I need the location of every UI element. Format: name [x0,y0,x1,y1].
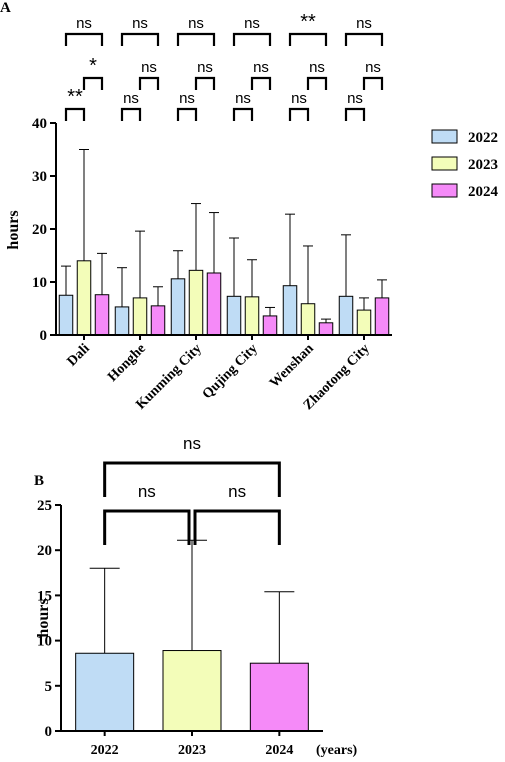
sig-qujing-city-2022-2023-label: ns [235,90,251,107]
panel-b-bar-2022 [75,652,135,732]
bar-2024-wenshan [318,322,334,336]
sig-wenshan-2023-2024-bracket [306,76,328,90]
panel-a-x-tick-label: Dali [65,341,93,369]
panel-b-x-tick-label: 2024 [265,743,293,758]
legend-label-2022: 2022 [468,130,498,146]
panel-a-y-tick-label: 40 [32,116,47,132]
panel-b-bar-2023 [162,650,222,732]
sig-kunming-city-2022-2024-bracket [176,32,216,46]
sig-zhaotong-city-2022-2024-bracket [344,32,384,46]
panel-a-y-tick-label: 10 [32,275,47,291]
sig-kunming-city-2023-2024-bracket [194,76,216,90]
panel-a-x-tick-label: Qujing City [200,341,261,402]
sig-honghe-2022-2024-bracket [120,32,160,46]
panel-b-y-tick-label: 15 [37,588,52,604]
panel-a-y-tick-label: 30 [32,169,47,185]
panel-b-x-tick-label: 2023 [178,743,206,758]
bar-2022-wenshan [282,285,298,336]
bar-2024-qujing-city [262,315,278,336]
sig-qujing-city-2023-2024-label: ns [253,59,269,76]
sig-qujing-city-2022-2024-bracket [232,32,272,46]
sig-dali-2023-2024-bracket [82,76,104,90]
panel-a-x-tick-label: Wenshan [267,341,317,391]
bar-2022-zhaotong-city [338,295,354,336]
panel-b-x-unit-label: (years) [316,743,358,758]
sig-qujing-city-2022-2024-label: ns [244,15,260,32]
panel-b-y-tick-label: 20 [37,543,52,559]
bar-2023-dali [76,260,92,336]
sig-honghe-2022-2024-label: ns [132,15,148,32]
sig-dali-2022-2024-label: ns [76,15,92,32]
legend-label-2024: 2024 [468,184,499,200]
sig-dali-2023-2024-label: * [89,55,97,77]
panel-b-y-tick-label: 10 [37,634,52,650]
sig-qujing-city-2022-2023-bracket [232,107,254,121]
legend-swatch-2022 [431,129,458,144]
sig-wenshan-2023-2024-label: ns [309,59,325,76]
panel-b-y-tick-label: 0 [45,724,53,740]
sig-dali-2022-2024-bracket [64,32,104,46]
sig-kunming-city-2022-2023-bracket [176,107,198,121]
bar-2023-wenshan [300,303,316,336]
panel-a-y-axis-label: hours [5,210,22,249]
sig-honghe-2022-2023-label: ns [123,90,139,107]
panel-b-y-axis-label: hours [35,598,52,637]
sig-wenshan-2022-2024-bracket [288,32,328,46]
sig-dali-2022-2023-label: ** [67,86,83,108]
panel-b-sig-2022-2023-label: ns [138,482,156,501]
sig-honghe-2023-2024-bracket [138,76,160,90]
panel-a-x-tick-label: Honghe [105,341,149,385]
bar-2024-honghe [150,305,166,336]
sig-wenshan-2022-2023-bracket [288,107,310,121]
sig-zhaotong-city-2023-2024-label: ns [365,59,381,76]
legend-swatch-2023 [431,156,458,171]
sig-kunming-city-2023-2024-label: ns [197,59,213,76]
bar-2024-zhaotong-city [374,297,390,336]
sig-zhaotong-city-2023-2024-bracket [362,76,384,90]
bar-2022-kunming-city [170,278,186,336]
panel-b-sig-2022-2023-bracket [103,509,191,545]
sig-zhaotong-city-2022-2023-label: ns [347,90,363,107]
panel-b-bar-2024 [249,662,309,732]
bar-2022-dali [58,294,74,336]
panel-b-sig-2022-2024-label: ns [183,434,201,453]
bar-2023-zhaotong-city [356,309,372,336]
bar-2023-honghe [132,297,148,336]
panel-b-x-tick-label: 2022 [91,743,119,758]
bar-2022-honghe [114,306,130,336]
sig-honghe-2023-2024-label: ns [141,59,157,76]
panel-b-y-tick-label: 5 [45,679,53,695]
sig-kunming-city-2022-2024-label: ns [188,15,204,32]
sig-zhaotong-city-2022-2024-label: ns [356,15,372,32]
legend-label-2023: 2023 [468,157,498,173]
panel-b-sig-2022-2024-bracket [103,461,281,497]
panel-b-sig-2023-2024-label: ns [228,482,246,501]
sig-wenshan-2022-2023-label: ns [291,90,307,107]
sig-dali-2022-2023-bracket [64,107,86,121]
sig-kunming-city-2022-2023-label: ns [179,90,195,107]
sig-zhaotong-city-2022-2023-bracket [344,107,366,121]
panel-a-y-tick-label: 20 [32,222,47,238]
bar-2023-kunming-city [188,269,204,336]
panel-b-sig-2023-2024-bracket [193,509,281,545]
sig-wenshan-2022-2024-label: ** [300,11,316,33]
sig-honghe-2022-2023-bracket [120,107,142,121]
panel-b-label: B [34,473,44,489]
panel-a-y-tick-label: 0 [40,328,48,344]
bar-2022-qujing-city [226,295,242,336]
bar-2024-dali [94,294,110,336]
panel-b-y-tick-label: 25 [37,498,52,514]
panel-a-label: A [0,0,11,16]
bar-2024-kunming-city [206,272,222,336]
bar-2023-qujing-city [244,296,260,336]
sig-qujing-city-2023-2024-bracket [250,76,272,90]
legend-swatch-2024 [431,183,458,198]
